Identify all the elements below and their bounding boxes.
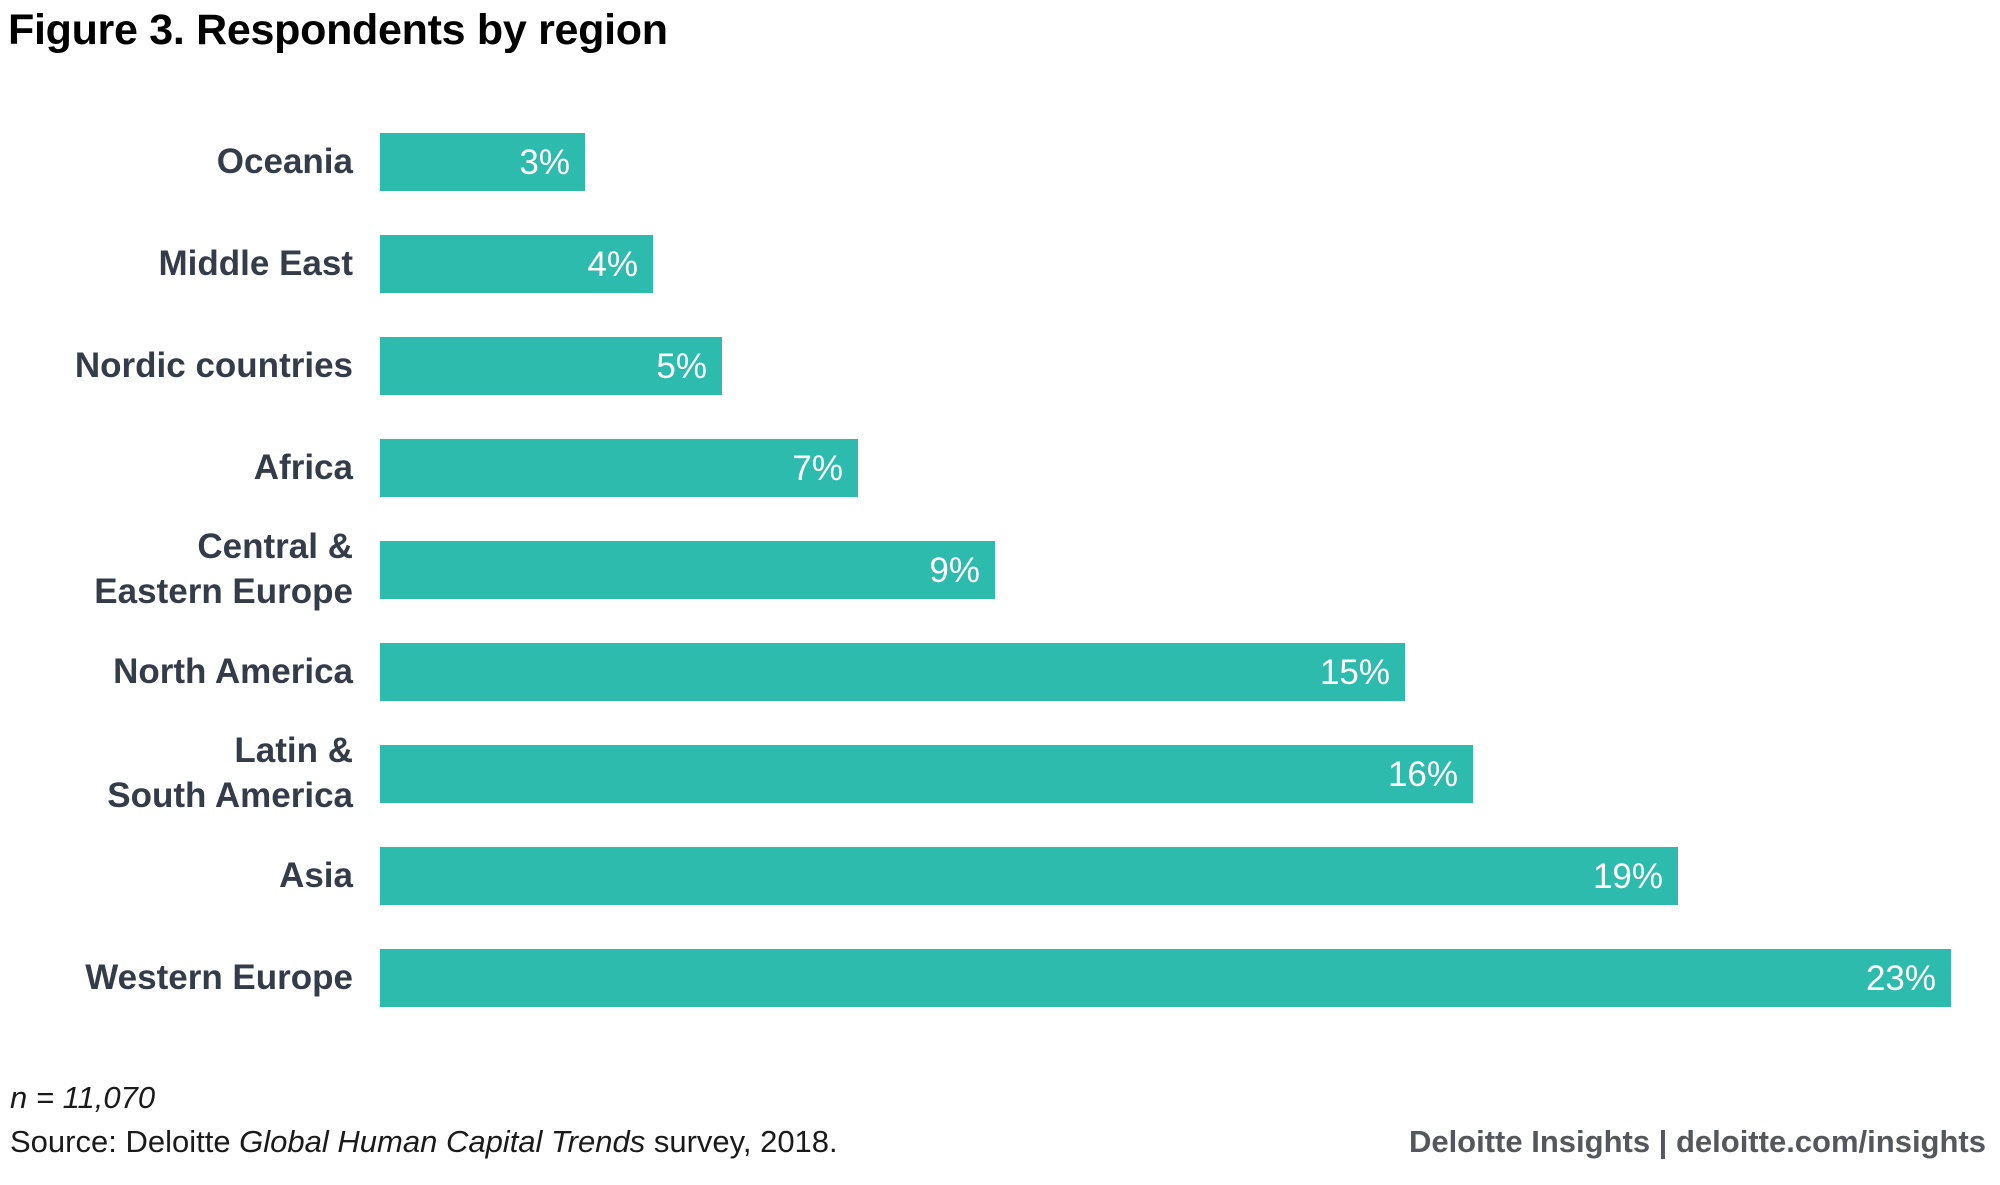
bar: 23% xyxy=(380,949,1951,1007)
category-label: Middle East xyxy=(158,243,353,283)
category-label: Africa xyxy=(253,447,353,487)
bar-value-label: 7% xyxy=(792,448,843,488)
bar-row: Western Europe 23% xyxy=(0,949,2000,1007)
bar-value-label: 19% xyxy=(1592,856,1663,896)
category-label: Latin & South America xyxy=(107,731,353,815)
bar-row: Asia 19% xyxy=(0,847,2000,905)
figure-title: Figure 3. Respondents by region xyxy=(8,6,668,54)
bar-value-label: 16% xyxy=(1387,754,1458,794)
bar-value-label: 3% xyxy=(519,142,570,182)
bar-value-label: 5% xyxy=(656,346,707,386)
deloitte-insights-brand-line: Deloitte Insights | deloitte.com/insight… xyxy=(1408,1124,1986,1159)
bar: 4% xyxy=(380,235,653,293)
category-label: Asia xyxy=(279,855,353,895)
category-label: North America xyxy=(113,651,353,691)
label-bar-gap xyxy=(353,847,380,905)
bar-row: North America 15% xyxy=(0,643,2000,701)
bar-row: Central & Eastern Europe 9% xyxy=(0,527,2000,611)
bar-row: Latin & South America 16% xyxy=(0,731,2000,815)
source-note: Source: Deloitte Global Human Capital Tr… xyxy=(10,1124,838,1160)
sample-size-note: n = 11,070 xyxy=(10,1080,156,1115)
label-bar-gap xyxy=(353,745,380,803)
category-label: Oceania xyxy=(216,141,353,181)
bar-row: Africa 7% xyxy=(0,439,2000,497)
source-publication-italic: Global Human Capital Trends xyxy=(239,1124,646,1159)
label-bar-gap xyxy=(353,133,380,191)
bar-row: Middle East 4% xyxy=(0,235,2000,293)
label-bar-gap xyxy=(353,949,380,1007)
source-prefix: Source: Deloitte xyxy=(10,1124,240,1159)
bar-row: Nordic countries 5% xyxy=(0,337,2000,395)
label-bar-gap xyxy=(353,541,380,599)
label-bar-gap xyxy=(353,643,380,701)
label-bar-gap xyxy=(353,337,380,395)
source-suffix: survey, 2018. xyxy=(645,1124,838,1159)
bar: 5% xyxy=(380,337,722,395)
label-bar-gap xyxy=(353,439,380,497)
bar-value-label: 23% xyxy=(1865,958,1936,998)
bar: 3% xyxy=(380,133,585,191)
bar-value-label: 9% xyxy=(929,550,980,590)
category-label: Central & Eastern Europe xyxy=(94,527,353,611)
bar-row: Oceania 3% xyxy=(0,133,2000,191)
category-label: Western Europe xyxy=(85,957,353,997)
bar-value-label: 4% xyxy=(587,244,638,284)
horizontal-bar-chart: Oceania 3% Middle East 4% Nordic countries 5%… xyxy=(0,133,2000,1051)
bar: 9% xyxy=(380,541,995,599)
bar: 16% xyxy=(380,745,1473,803)
bar-value-label: 15% xyxy=(1319,652,1390,692)
category-label: Nordic countries xyxy=(74,345,353,385)
bar: 7% xyxy=(380,439,858,497)
label-bar-gap xyxy=(353,235,380,293)
bar: 19% xyxy=(380,847,1678,905)
bar: 15% xyxy=(380,643,1405,701)
